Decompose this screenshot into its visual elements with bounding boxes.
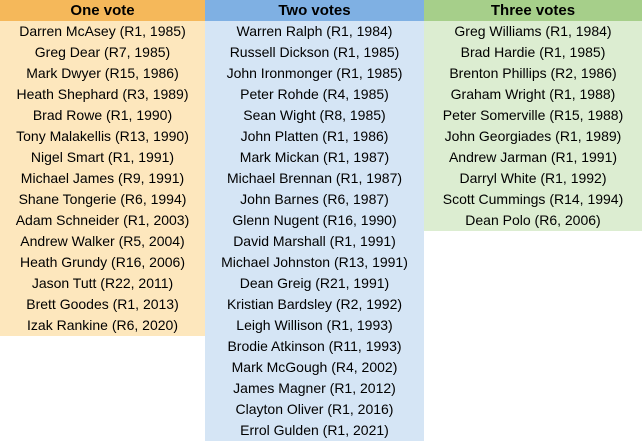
table-cell: Michael James (R9, 1991) [0,168,205,189]
table-cell: John Ironmonger (R1, 1985) [205,63,424,84]
table-cell: Brett Goodes (R1, 2013) [0,294,205,315]
table-cell: Andrew Walker (R5, 2004) [0,231,205,252]
table-cell: Tony Malakellis (R13, 1990) [0,126,205,147]
table-cell: Brenton Phillips (R2, 1986) [424,63,642,84]
table-cell: Mark McGough (R4, 2002) [205,357,424,378]
table-cell: Sean Wight (R8, 1985) [205,105,424,126]
table-cell: Jason Tutt (R22, 2011) [0,273,205,294]
table-cell: Graham Wright (R1, 1988) [424,84,642,105]
table-cell: Scott Cummings (R14, 1994) [424,189,642,210]
table-cell: Heath Shephard (R3, 1989) [0,84,205,105]
table-cell: Dean Polo (R6, 2006) [424,210,642,231]
table-cell: Brad Hardie (R1, 1985) [424,42,642,63]
table-cell: Andrew Jarman (R1, 1991) [424,147,642,168]
table-cell: Brad Rowe (R1, 1990) [0,105,205,126]
table-cell: Warren Ralph (R1, 1984) [205,21,424,42]
table-cell: Heath Grundy (R16, 2006) [0,252,205,273]
table-cell: Kristian Bardsley (R2, 1992) [205,294,424,315]
column-header: Three votes [424,0,642,21]
table-cell: Mark Mickan (R1, 1987) [205,147,424,168]
column-two-votes: Two votes Warren Ralph (R1, 1984) Russell… [205,0,424,441]
table-cell: Leigh Willison (R1, 1993) [205,315,424,336]
table-cell: John Barnes (R6, 1987) [205,189,424,210]
table-cell: Adam Schneider (R1, 2003) [0,210,205,231]
table-cell: Greg Dear (R7, 1985) [0,42,205,63]
table-cell: Peter Somerville (R15, 1988) [424,105,642,126]
table-cell: Greg Williams (R1, 1984) [424,21,642,42]
table-cell: Nigel Smart (R1, 1991) [0,147,205,168]
table-cell: Brodie Atkinson (R11, 1993) [205,336,424,357]
column-header: One vote [0,0,205,21]
column-entries: Greg Williams (R1, 1984) Brad Hardie (R1,… [424,21,642,231]
table-cell: John Georgiades (R1, 1989) [424,126,642,147]
column-entries: Warren Ralph (R1, 1984) Russell Dickson (… [205,21,424,441]
table-cell: Mark Dwyer (R15, 1986) [0,63,205,84]
table-cell: Glenn Nugent (R16, 1990) [205,210,424,231]
table-cell: Peter Rohde (R4, 1985) [205,84,424,105]
table-cell: David Marshall (R1, 1991) [205,231,424,252]
column-one-vote: One vote Darren McAsey (R1, 1985) Greg De… [0,0,205,336]
column-three-votes: Three votes Greg Williams (R1, 1984) Brad… [424,0,642,231]
table-cell: Dean Greig (R21, 1991) [205,273,424,294]
table-cell: Clayton Oliver (R1, 2016) [205,399,424,420]
table-cell: Izak Rankine (R6, 2020) [0,315,205,336]
column-header: Two votes [205,0,424,21]
table-cell: James Magner (R1, 2012) [205,378,424,399]
table-cell: Russell Dickson (R1, 1985) [205,42,424,63]
table-cell: Michael Johnston (R13, 1991) [205,252,424,273]
table-cell: John Platten (R1, 1986) [205,126,424,147]
column-entries: Darren McAsey (R1, 1985) Greg Dear (R7, 1… [0,21,205,336]
table-cell: Errol Gulden (R1, 2021) [205,420,424,441]
table-cell: Michael Brennan (R1, 1987) [205,168,424,189]
table-cell: Shane Tongerie (R6, 1994) [0,189,205,210]
table-cell: Darren McAsey (R1, 1985) [0,21,205,42]
table-cell: Darryl White (R1, 1992) [424,168,642,189]
